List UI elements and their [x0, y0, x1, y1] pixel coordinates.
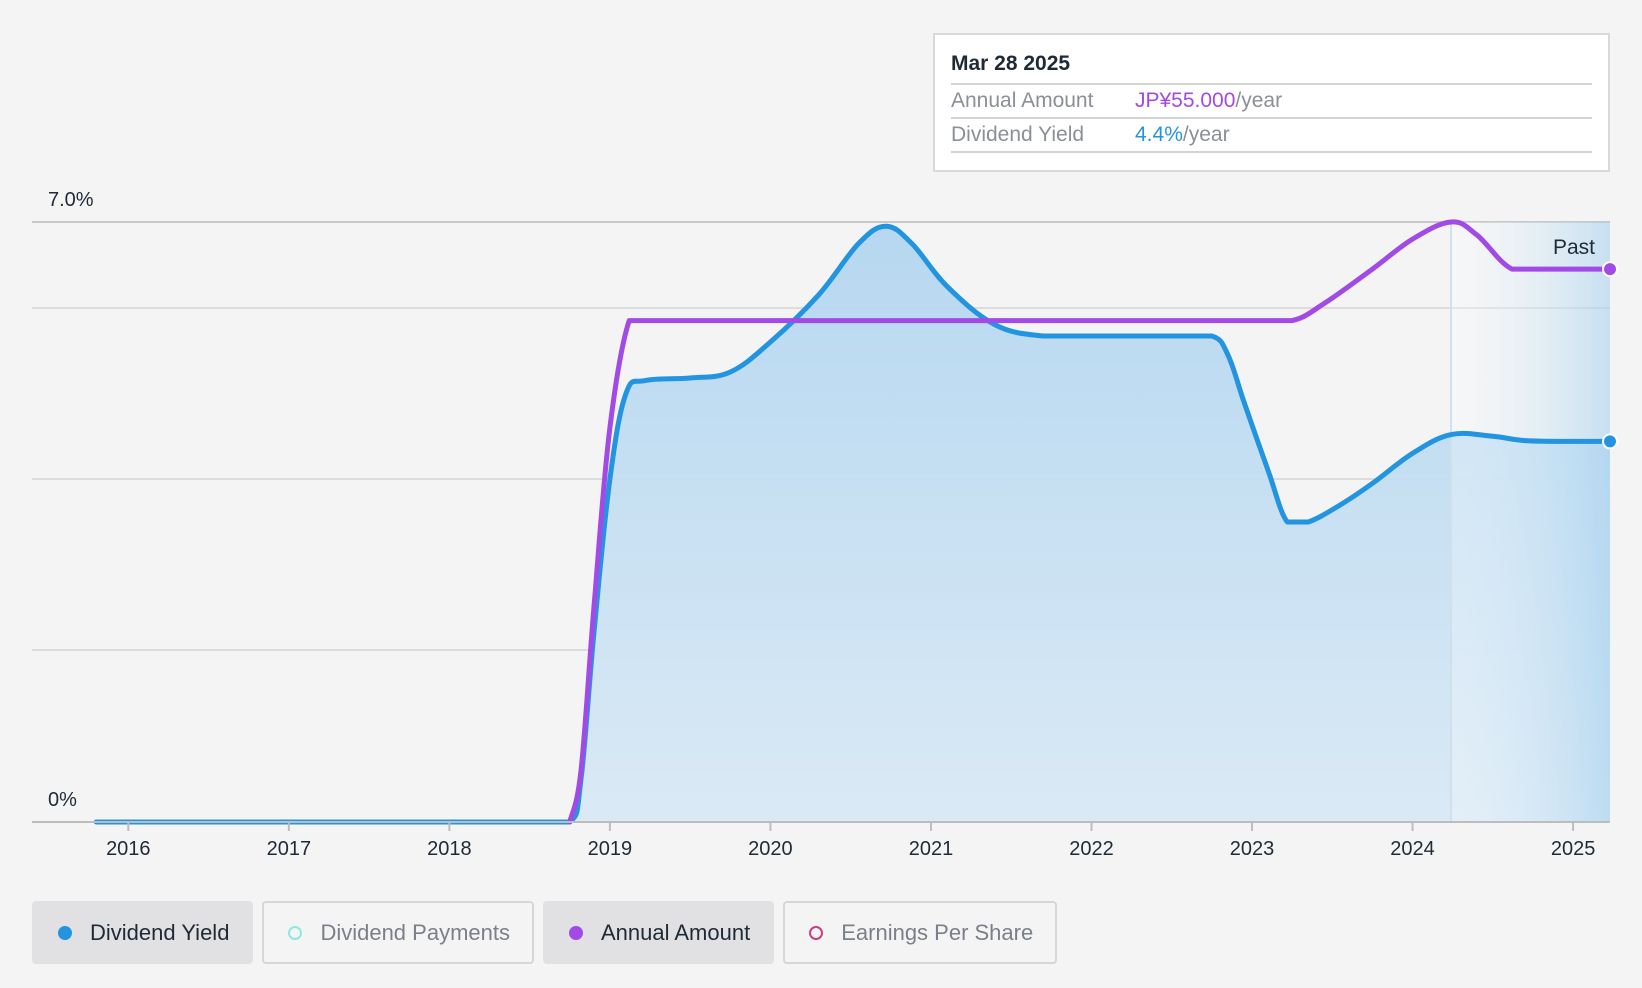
legend-label: Annual Amount: [600, 919, 751, 945]
legend-ring-icon: [809, 925, 824, 940]
chart-tooltip: Mar 28 2025 Annual Amount JP¥55.000 /yea…: [933, 33, 1610, 172]
tooltip-unit: /year: [1182, 123, 1230, 146]
x-tick-label: 2022: [1069, 838, 1114, 860]
legend-dot-icon: [58, 925, 72, 940]
legend-earnings-per-share-button[interactable]: Earnings Per Share: [783, 901, 1058, 964]
past-region-shade: [1451, 222, 1610, 822]
legend-dividend-payments-button[interactable]: Dividend Payments: [262, 901, 534, 964]
dividend-yield-endpoint: [1602, 433, 1618, 450]
past-label: Past: [1553, 236, 1595, 259]
x-tick-label: 2024: [1390, 838, 1435, 860]
area-layer: [96, 226, 1611, 823]
x-tick-label: 2020: [748, 838, 793, 860]
tooltip-key: Dividend Yield: [951, 123, 1085, 146]
x-tick-label: 2018: [427, 838, 472, 860]
dividend-yield-area: [96, 226, 1611, 823]
x-tick-label: 2023: [1230, 838, 1275, 860]
x-tick-label: 2016: [106, 838, 151, 860]
line-layer: [93, 219, 1618, 825]
tooltip-value: JP¥55.000: [1135, 89, 1236, 112]
x-tick-label: 2017: [267, 838, 312, 860]
legend-dot-icon: [568, 925, 583, 940]
annual-amount-line: [567, 219, 1613, 825]
tooltip-value: 4.4%: [1135, 123, 1183, 146]
legend-label: Earnings Per Share: [841, 919, 1034, 945]
y-axis-max-label: 7.0%: [48, 189, 94, 211]
tooltip-date: Mar 28 2025: [951, 49, 1592, 85]
x-tick-label: 2021: [909, 838, 954, 860]
x-axis: 2016 2017 2018 2019 2020 2021 2022 2023 2024 2025: [32, 821, 1610, 860]
tooltip-row-annual-amount: Annual Amount JP¥55.000 /year: [951, 85, 1592, 119]
past-region: [1450, 222, 1610, 822]
x-tick-label: 2025: [1551, 838, 1596, 860]
annual-amount-endpoint: [1602, 261, 1618, 278]
tooltip-key: Annual Amount: [951, 89, 1094, 112]
y-axis-min-label: 0%: [48, 789, 77, 811]
legend-annual-amount-button[interactable]: Annual Amount: [542, 901, 775, 964]
legend-label: Dividend Yield: [90, 919, 230, 945]
chart-legend: Dividend Yield Dividend Payments Annual …: [32, 901, 1058, 964]
legend-ring-icon: [288, 925, 303, 940]
tooltip-row-dividend-yield: Dividend Yield 4.4% /year: [951, 119, 1592, 153]
tooltip-unit: /year: [1235, 89, 1283, 112]
x-tick-label: 2019: [588, 838, 633, 860]
legend-dividend-yield-button[interactable]: Dividend Yield: [32, 901, 254, 964]
legend-label: Dividend Payments: [320, 919, 510, 945]
